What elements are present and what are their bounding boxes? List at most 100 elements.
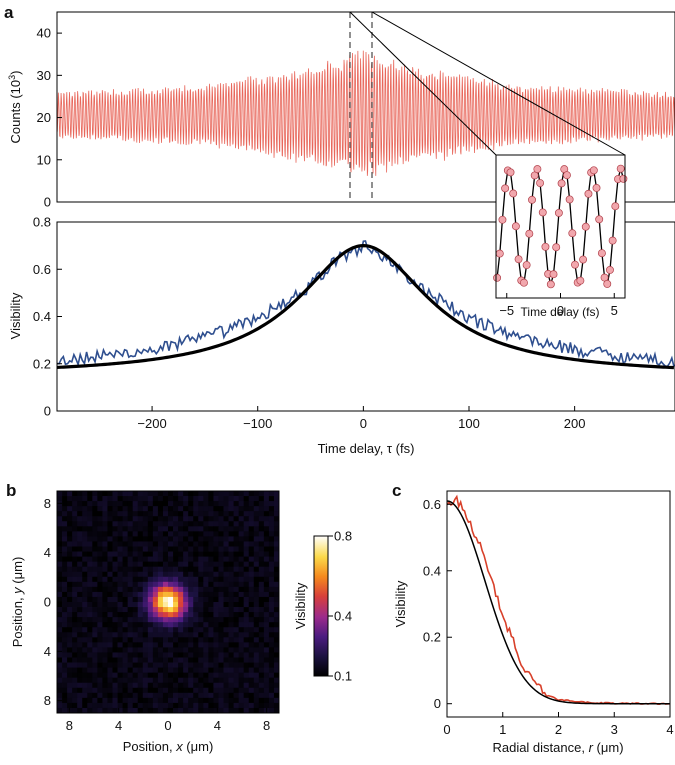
heatmap-cell xyxy=(253,596,260,603)
heatmap-cell xyxy=(87,657,93,663)
heatmap-cell xyxy=(183,556,189,563)
heatmap-cell xyxy=(263,541,270,547)
heatmap-cell xyxy=(243,506,250,512)
heatmap-cell xyxy=(107,521,113,527)
heatmap-cell xyxy=(178,617,184,623)
heatmap-cell xyxy=(97,571,103,578)
heatmap-cell xyxy=(228,687,234,694)
heatmap-cell xyxy=(112,612,118,618)
heatmap-cell xyxy=(72,707,78,714)
heatmap-cell xyxy=(62,622,68,628)
heatmap-cell xyxy=(122,566,129,573)
heatmap-cell xyxy=(97,531,103,537)
heatmap-cell xyxy=(168,506,174,512)
heatmap-cell xyxy=(253,521,260,527)
heatmap-cell xyxy=(92,531,98,537)
heatmap-cell xyxy=(142,672,149,679)
heatmap-cell xyxy=(162,687,169,694)
heatmap-cell xyxy=(273,581,280,588)
heatmap-cell xyxy=(243,531,250,537)
heatmap-cell xyxy=(208,491,214,497)
heatmap-cell xyxy=(147,576,154,583)
heatmap-cell xyxy=(253,566,260,573)
heatmap-cell xyxy=(188,536,194,542)
heatmap-cell xyxy=(117,637,123,643)
heatmap-cell xyxy=(162,516,169,522)
heatmap-cell xyxy=(117,521,123,527)
heatmap-cell xyxy=(137,496,144,502)
heatmap-cell xyxy=(233,607,240,613)
heatmap-cell xyxy=(72,702,78,709)
heatmap-cell xyxy=(243,647,250,653)
heatmap-cell xyxy=(173,642,179,648)
heatmap-cell xyxy=(112,491,118,497)
heatmap-cell xyxy=(223,602,229,608)
heatmap-cell xyxy=(193,692,199,699)
heatmap-cell xyxy=(183,581,189,588)
heatmap-cell xyxy=(57,576,63,583)
heatmap-cell xyxy=(147,687,154,694)
heatmap-cell xyxy=(168,692,174,699)
heatmap-cell xyxy=(258,566,265,573)
heatmap-cell xyxy=(218,677,224,684)
heatmap-cell xyxy=(218,637,224,643)
heatmap-cell xyxy=(203,697,209,704)
heatmap-cell xyxy=(183,692,189,699)
heatmap-cell xyxy=(218,576,224,583)
heatmap-cell xyxy=(87,617,93,623)
heatmap-cell xyxy=(127,667,134,674)
heatmap-cell xyxy=(263,677,270,684)
heatmap-cell xyxy=(152,687,159,694)
y-axis-label-b: Position, y (μm) xyxy=(10,557,25,648)
heatmap-cell xyxy=(127,541,134,547)
heatmap-cell xyxy=(92,506,98,512)
heatmap-cell xyxy=(188,627,194,633)
heatmap-cell xyxy=(168,491,174,497)
heatmap-cell xyxy=(67,546,73,552)
b-y-tick-label: 4 xyxy=(44,644,51,659)
heatmap-cell xyxy=(132,657,139,663)
heatmap-cell xyxy=(67,612,73,618)
heatmap-cell xyxy=(178,561,184,568)
heatmap-cell xyxy=(198,682,204,689)
heatmap-cell xyxy=(208,637,214,643)
heatmap-cell xyxy=(97,551,103,557)
heatmap-cell xyxy=(72,531,78,537)
heatmap-cell xyxy=(97,672,103,679)
heatmap-cell xyxy=(188,491,194,497)
heatmap-cell xyxy=(173,672,179,679)
heatmap-cell xyxy=(273,556,280,563)
heatmap-cell xyxy=(263,576,270,583)
heatmap-cell xyxy=(107,652,113,658)
heatmap-cell xyxy=(87,652,93,658)
heatmap-cell xyxy=(203,672,209,679)
heatmap-cell xyxy=(72,526,78,532)
heatmap-cell xyxy=(213,536,219,542)
heatmap-cell xyxy=(263,682,270,689)
heatmap-cell xyxy=(213,506,219,512)
heatmap-cell xyxy=(273,521,280,527)
heatmap-cell xyxy=(238,586,245,593)
heatmap-cell xyxy=(213,511,219,517)
heatmap-cell xyxy=(193,566,199,573)
heatmap-cell xyxy=(112,586,118,593)
heatmap-cell xyxy=(72,662,78,668)
heatmap-cell xyxy=(238,637,245,643)
heatmap-cell xyxy=(248,516,255,522)
heatmap-cell xyxy=(228,702,234,709)
heatmap-cell xyxy=(72,576,78,583)
heatmap-cell xyxy=(243,682,250,689)
heatmap-cell xyxy=(72,637,78,643)
heatmap-cell xyxy=(198,692,204,699)
heatmap-cell xyxy=(97,536,103,542)
heatmap-cell xyxy=(102,501,108,507)
heatmap-cell xyxy=(253,667,260,674)
heatmap-cell xyxy=(218,591,224,598)
heatmap-cell xyxy=(82,677,88,684)
heatmap-cell xyxy=(178,526,184,532)
heatmap-cell xyxy=(168,521,174,527)
heatmap-cell xyxy=(67,541,73,547)
heatmap-cell xyxy=(137,551,144,557)
heatmap-cell xyxy=(193,596,199,603)
heatmap-cell xyxy=(243,496,250,502)
